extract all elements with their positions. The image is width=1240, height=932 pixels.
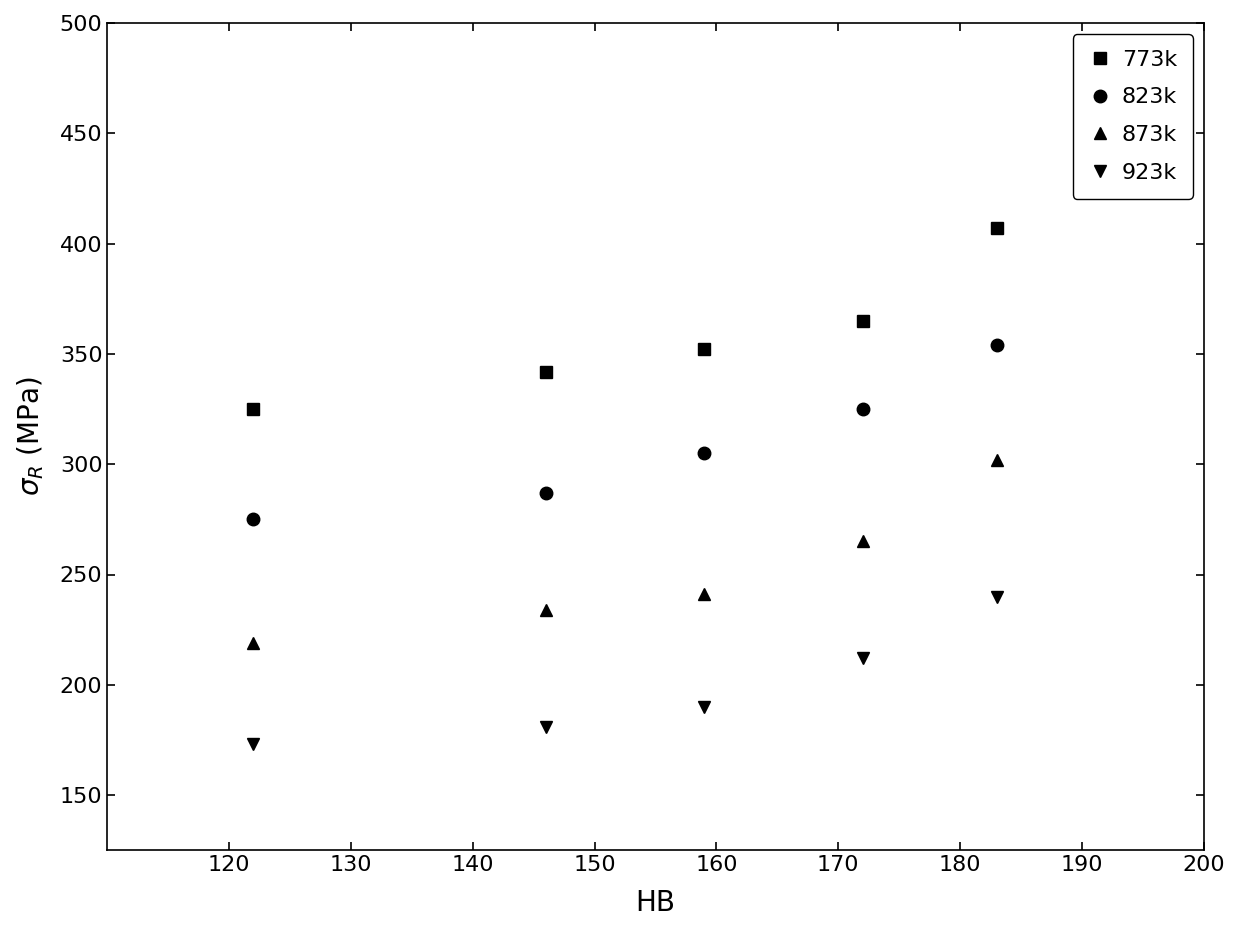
873k — [246, 637, 260, 649]
773k — [246, 404, 260, 415]
773k — [538, 366, 553, 377]
923k — [246, 739, 260, 750]
873k — [990, 454, 1004, 465]
773k — [990, 223, 1004, 234]
873k — [697, 589, 712, 600]
873k — [538, 604, 553, 615]
923k — [990, 591, 1004, 602]
923k — [856, 652, 870, 664]
Line: 823k: 823k — [247, 339, 1003, 526]
823k — [856, 404, 870, 415]
773k — [856, 315, 870, 326]
873k — [856, 536, 870, 547]
923k — [697, 701, 712, 712]
823k — [990, 339, 1004, 350]
823k — [538, 487, 553, 499]
823k — [697, 447, 712, 459]
X-axis label: HB: HB — [635, 889, 676, 917]
773k — [697, 344, 712, 355]
Line: 773k: 773k — [247, 222, 1003, 416]
Y-axis label: $\sigma_R$ (MPa): $\sigma_R$ (MPa) — [15, 377, 46, 497]
Line: 873k: 873k — [247, 454, 1003, 649]
Legend: 773k, 823k, 873k, 923k: 773k, 823k, 873k, 923k — [1073, 34, 1193, 199]
Line: 923k: 923k — [247, 590, 1003, 750]
923k — [538, 721, 553, 733]
823k — [246, 514, 260, 525]
